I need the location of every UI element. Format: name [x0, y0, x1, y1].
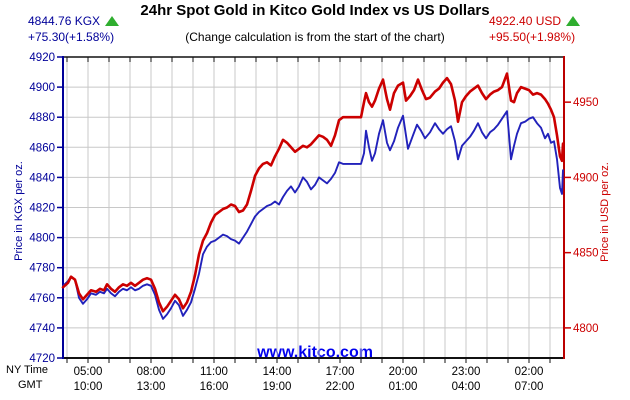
left-axis-tick-label: 4780	[29, 263, 55, 275]
gmt-row-label: GMT	[18, 379, 43, 391]
x-tick-label-gmt: 19:00	[263, 381, 292, 393]
right-axis-tick-label: 4850	[573, 248, 599, 260]
x-tick-label-gmt: 10:00	[74, 381, 103, 393]
usd-price: 4922.40 USD	[489, 14, 562, 28]
kitco-watermark-link[interactable]: www.kitco.com	[257, 344, 373, 361]
x-tick-label-gmt: 07:00	[515, 381, 544, 393]
kgx-price: 4844.76 KGX	[28, 14, 101, 28]
chart-subtitle: (Change calculation is from the start of…	[185, 30, 445, 44]
kgx-up-arrow-icon	[105, 16, 120, 26]
kgx-quote-block: 4844.76 KGX +75.30(+1.58%)	[28, 13, 120, 45]
x-tick-label-ny: 05:00	[74, 366, 103, 378]
usd-series-line	[61, 72, 565, 313]
x-tick-label-ny: 11:00	[200, 366, 228, 378]
x-tick-label-ny: 08:00	[137, 366, 166, 378]
left-axis-tick-label: 4760	[29, 293, 55, 305]
usd-change: +95.50(+1.98%)	[489, 30, 576, 44]
left-axis-tick-label: 4820	[29, 203, 55, 215]
left-axis-tick-label: 4880	[29, 112, 55, 124]
left-axis-tick-label: 4740	[29, 323, 55, 335]
left-axis-tick-label: 4860	[29, 142, 55, 154]
usd-quote-block: 4922.40 USD +95.50(+1.98%)	[489, 13, 581, 45]
kgx-change: +75.30(+1.58%)	[28, 30, 115, 44]
x-tick-label-gmt: 16:00	[200, 381, 229, 393]
x-tick-label-ny: 23:00	[452, 366, 481, 378]
x-tick-label-ny: 14:00	[263, 366, 292, 378]
right-axis-tick-label: 4800	[573, 323, 599, 335]
x-tick-label-ny: 02:00	[515, 366, 544, 378]
left-axis-tick-label: 4920	[29, 52, 55, 64]
right-axis-tick-label: 4900	[573, 172, 599, 184]
kgx-series-line	[62, 110, 564, 320]
left-axis-tick-label: 4900	[29, 82, 55, 94]
x-tick-label-ny: 17:00	[326, 366, 355, 378]
left-axis-tick-label: 4840	[29, 172, 55, 184]
right-axis-tick-label: 4950	[573, 97, 599, 109]
x-tick-label-gmt: 04:00	[452, 381, 481, 393]
left-axis-tick-label: 4800	[29, 233, 55, 245]
x-tick-label-gmt: 01:00	[389, 381, 418, 393]
ny-time-row-label: NY Time	[6, 364, 48, 376]
x-tick-label-ny: 20:00	[389, 366, 418, 378]
x-tick-label-gmt: 22:00	[326, 381, 355, 393]
page-title: 24hr Spot Gold in Kitco Gold Index vs US…	[140, 2, 490, 19]
x-tick-label-gmt: 13:00	[137, 381, 166, 393]
usd-up-arrow-icon	[566, 16, 581, 26]
left-axis-tick-label: 4720	[29, 353, 55, 365]
